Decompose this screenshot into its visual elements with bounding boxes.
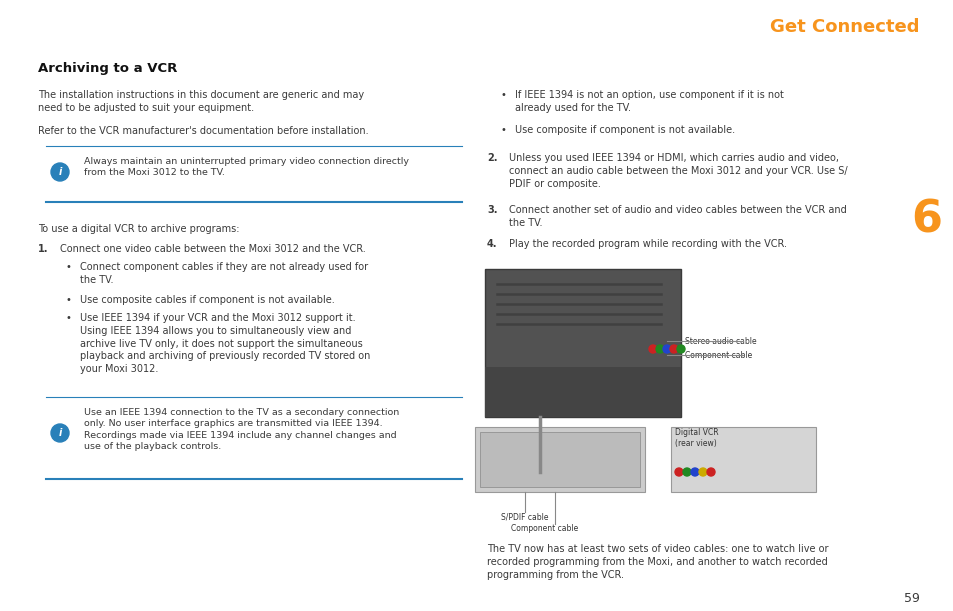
Text: •: • [500,90,506,100]
Text: 4.: 4. [486,239,497,249]
Text: Use an IEEE 1394 connection to the TV as a secondary connection
only. No user in: Use an IEEE 1394 connection to the TV as… [84,408,399,452]
Text: To use a digital VCR to archive programs:: To use a digital VCR to archive programs… [38,224,239,234]
Text: HDMI: HDMI [536,462,556,471]
Text: 2.: 2. [486,153,497,163]
Text: i: i [58,428,62,438]
Circle shape [51,424,69,442]
Text: 3.: 3. [486,205,497,215]
Circle shape [690,468,699,476]
Circle shape [662,345,670,353]
Text: Archiving to a VCR: Archiving to a VCR [38,62,177,75]
Text: •: • [66,313,71,323]
Text: Play the recorded program while recording with the VCR.: Play the recorded program while recordin… [509,239,786,249]
Text: Use IEEE 1394 if your VCR and the Moxi 3012 support it.
Using IEEE 1394 allows y: Use IEEE 1394 if your VCR and the Moxi 3… [80,313,370,374]
FancyBboxPatch shape [479,432,639,487]
Text: S/PDIF cable: S/PDIF cable [500,512,548,521]
Text: Digital VCR
(rear view): Digital VCR (rear view) [675,428,718,448]
Text: Connect another set of audio and video cables between the VCR and
the TV.: Connect another set of audio and video c… [509,205,846,228]
Circle shape [675,468,682,476]
Text: Use composite if component is not available.: Use composite if component is not availa… [515,125,735,135]
Circle shape [682,468,690,476]
Text: Connect component cables if they are not already used for
the TV.: Connect component cables if they are not… [80,262,368,285]
Text: The TV now has at least two sets of video cables: one to watch live or
recorded : The TV now has at least two sets of vide… [486,544,827,580]
Text: The installation instructions in this document are generic and may
need to be ad: The installation instructions in this do… [38,90,364,113]
FancyBboxPatch shape [475,427,644,492]
Text: •: • [500,125,506,135]
Text: Always maintain an uninterrupted primary video connection directly
from the Moxi: Always maintain an uninterrupted primary… [84,157,409,177]
Text: Component cable: Component cable [511,524,578,533]
Text: 1.: 1. [38,244,49,254]
Circle shape [669,345,678,353]
Circle shape [51,163,69,181]
Text: 6: 6 [910,199,941,241]
FancyBboxPatch shape [484,269,680,417]
Circle shape [656,345,663,353]
Text: 59: 59 [903,592,919,605]
Text: •: • [66,262,71,272]
Text: Component cable: Component cable [684,351,752,359]
Text: Connect one video cable between the Moxi 3012 and the VCR.: Connect one video cable between the Moxi… [60,244,365,254]
Text: Use composite cables if component is not available.: Use composite cables if component is not… [80,295,335,305]
Circle shape [677,345,684,353]
Text: Refer to the VCR manufacturer's documentation before installation.: Refer to the VCR manufacturer's document… [38,126,368,136]
Text: i: i [58,167,62,177]
FancyBboxPatch shape [484,367,680,417]
Text: Unless you used IEEE 1394 or HDMI, which carries audio and video,
connect an aud: Unless you used IEEE 1394 or HDMI, which… [509,153,846,189]
Text: If IEEE 1394 is not an option, use component if it is not
already used for the T: If IEEE 1394 is not an option, use compo… [515,90,783,113]
Text: Get Connected: Get Connected [770,18,919,36]
Text: •: • [66,295,71,305]
Circle shape [706,468,714,476]
Text: Stereo audio cable: Stereo audio cable [684,337,756,345]
FancyBboxPatch shape [670,427,815,492]
Circle shape [699,468,706,476]
Circle shape [648,345,657,353]
